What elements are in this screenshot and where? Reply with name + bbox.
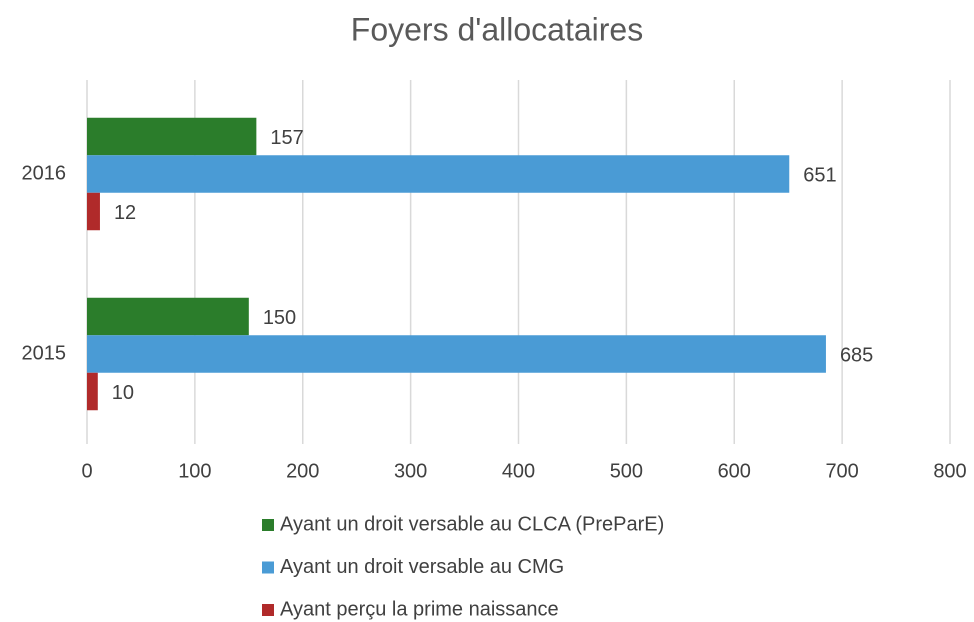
legend-label: Ayant un droit versable au CMG: [280, 556, 564, 578]
chart-title: Foyers d'allocataires: [351, 11, 643, 47]
bar: [87, 372, 98, 411]
data-label: 10: [112, 382, 134, 404]
x-tick-label: 600: [718, 460, 751, 482]
x-tick-label: 0: [81, 460, 92, 482]
x-tick-label: 800: [933, 460, 966, 482]
x-tick-label: 500: [610, 460, 643, 482]
legend-swatch: [262, 561, 274, 574]
bar: [87, 335, 826, 373]
legend-label: Ayant perçu la prime naissance: [280, 598, 559, 620]
legend-swatch: [262, 519, 274, 531]
data-label: 651: [803, 164, 836, 186]
x-tick-label: 100: [178, 460, 211, 482]
data-label: 150: [263, 307, 296, 329]
x-tick-label: 200: [286, 460, 319, 482]
x-tick-label: 400: [502, 460, 535, 482]
x-tick-label: 300: [394, 460, 427, 482]
legend-label: Ayant un droit versable au CLCA (PreParE…: [280, 513, 664, 535]
y-tick-label: 2016: [22, 162, 67, 184]
bar: [87, 155, 790, 193]
bar: [87, 297, 249, 336]
data-label: 157: [270, 127, 303, 149]
bar: [87, 192, 100, 231]
y-tick-label: 2015: [22, 342, 67, 364]
data-label: 12: [114, 202, 136, 224]
legend-swatch: [262, 604, 274, 616]
bar: [87, 117, 257, 156]
data-label: 685: [840, 344, 873, 366]
x-tick-label: 700: [825, 460, 858, 482]
